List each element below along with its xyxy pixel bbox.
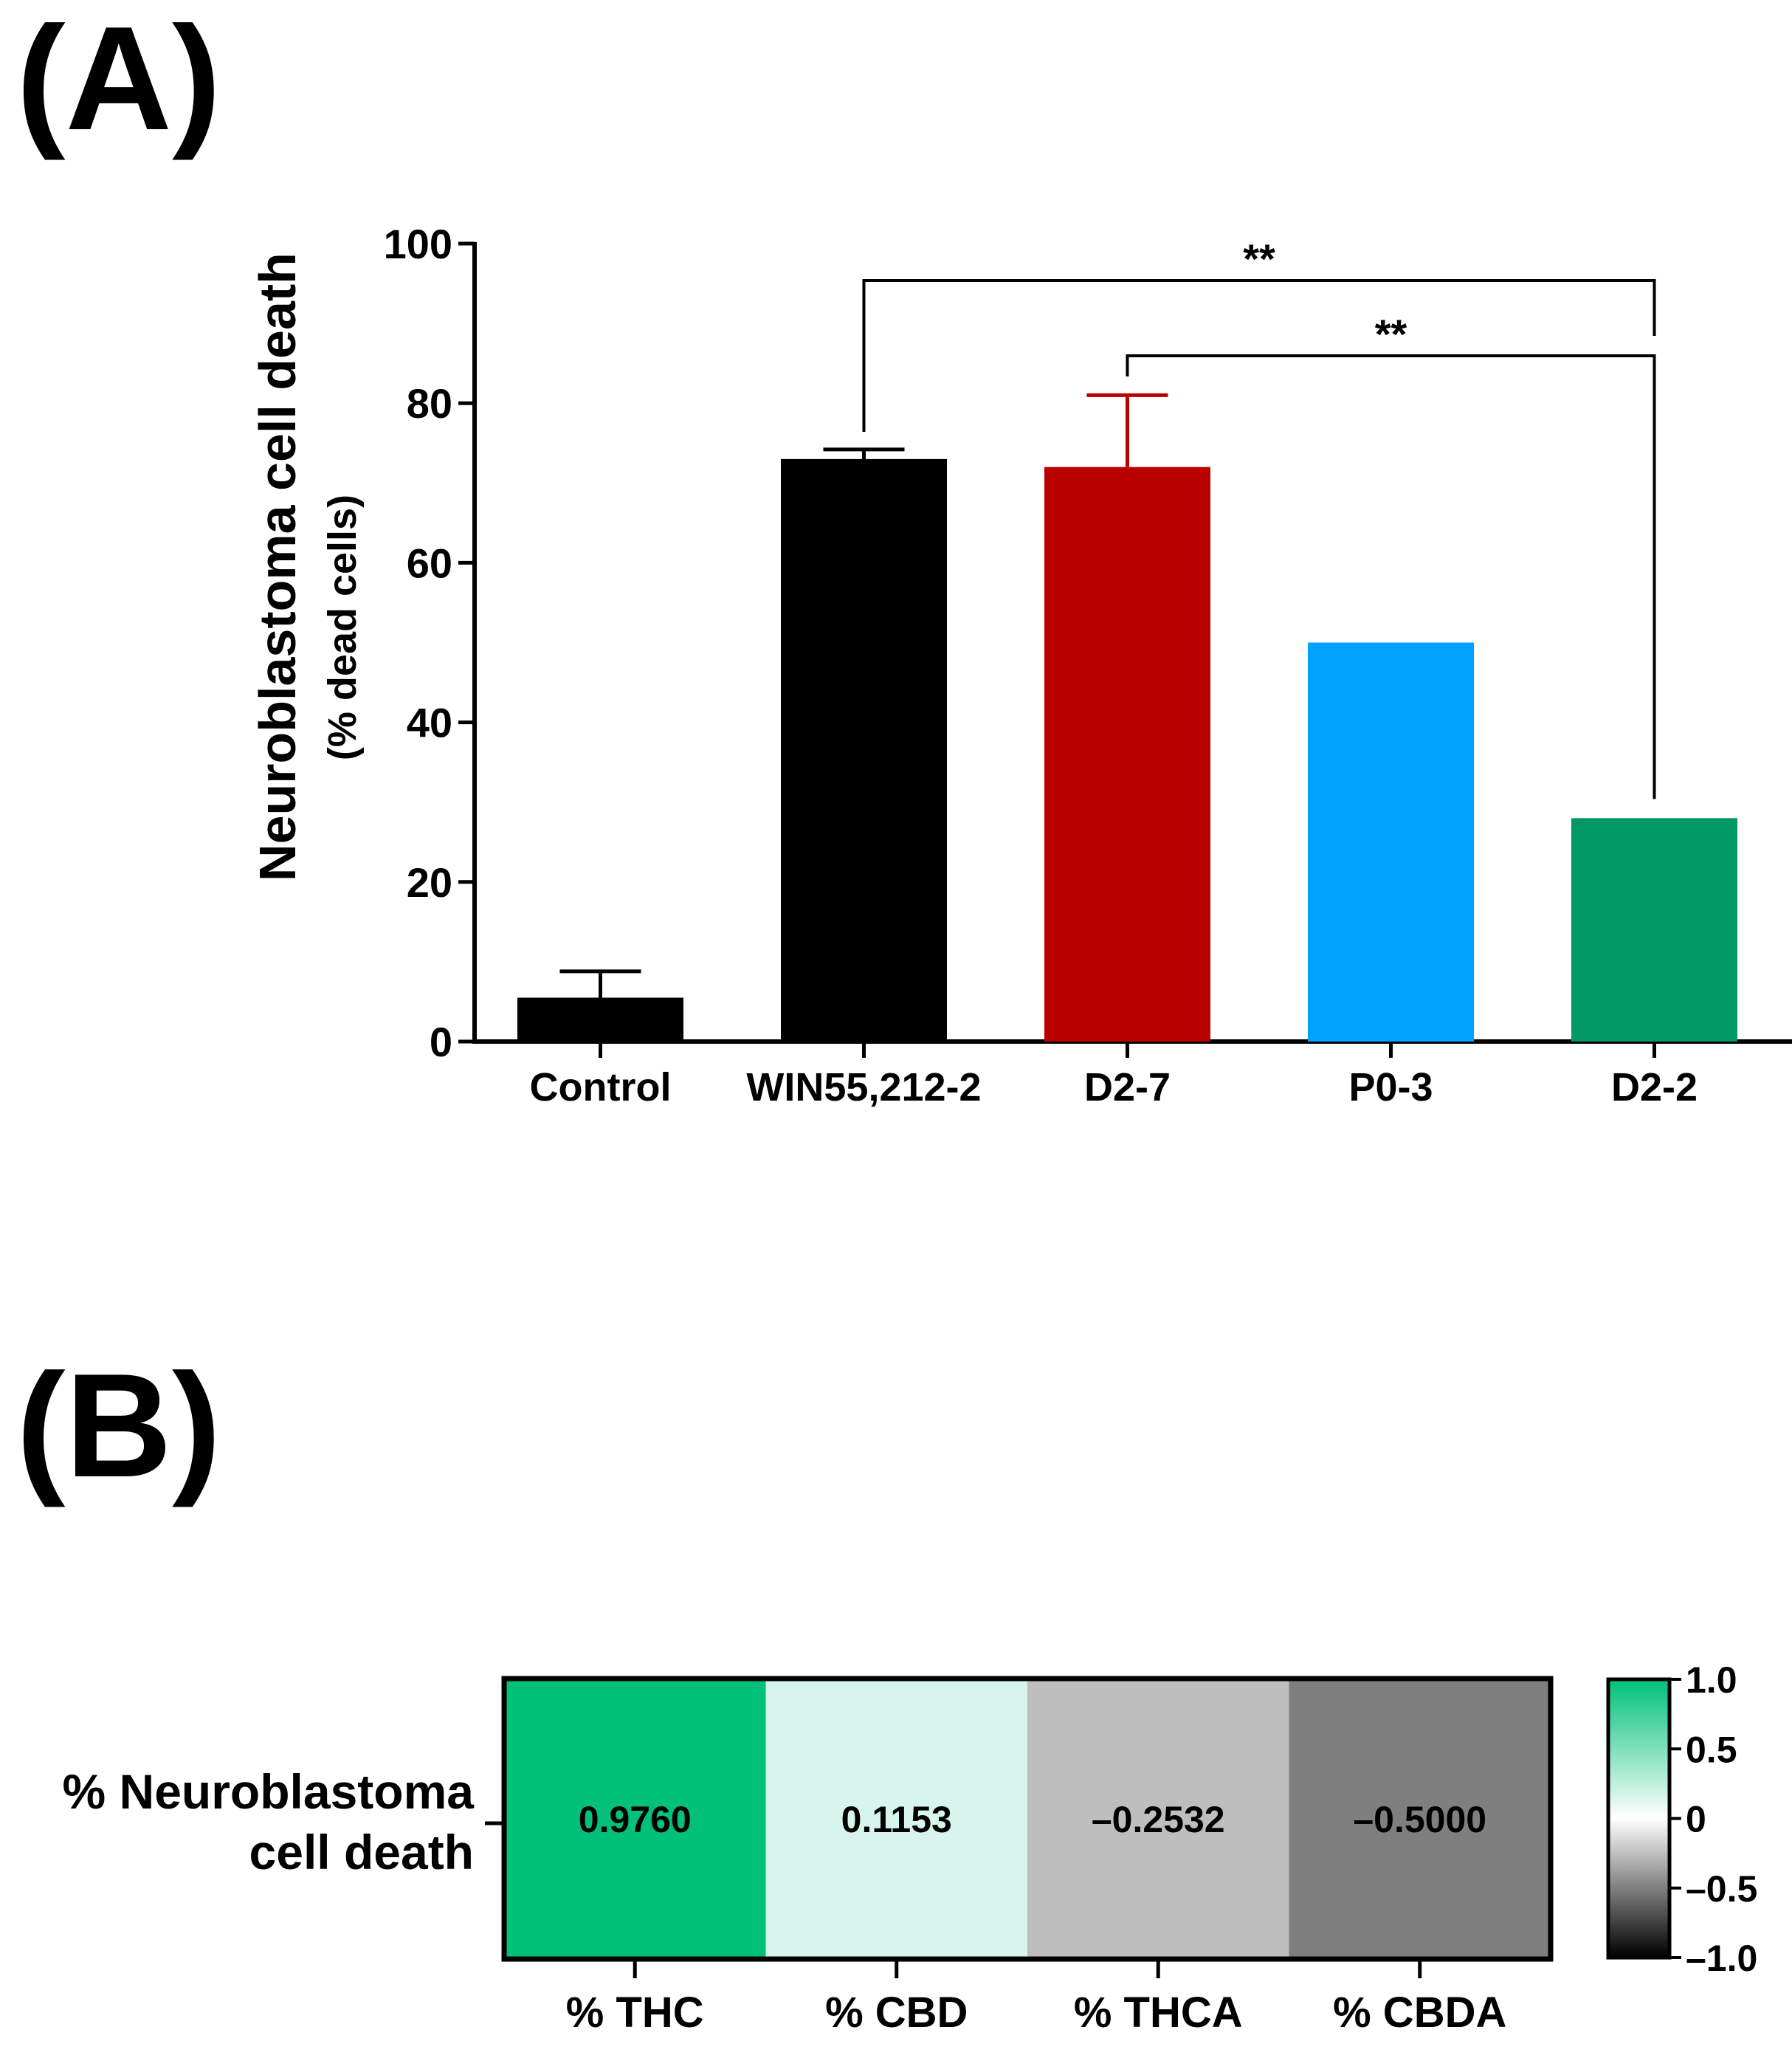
significance-bracket — [1126, 354, 1656, 799]
heatmap-cell — [504, 1679, 766, 1959]
y-tick-label: 80 — [407, 380, 452, 427]
heatmap-column-label: % THCA — [1074, 1989, 1243, 2037]
colorbar: 1.0 0.5 0 –0.5 –1.0 — [1606, 1659, 1757, 1979]
heatmap: % Neuroblastoma cell death 0.9760 % THC 0.… — [63, 1676, 1554, 2037]
heatmap-column-label: % CBD — [825, 1989, 968, 2037]
y-tick-label: 40 — [407, 700, 452, 746]
heatmap-cell-value: 0.9760 — [579, 1799, 692, 1840]
heatmap-cell — [765, 1679, 1027, 1959]
bar-p0-3 — [1308, 642, 1474, 1042]
bar-control — [517, 997, 683, 1042]
bar-d2-2 — [1571, 818, 1737, 1042]
y-axis-sublabel: (% dead cells) — [320, 495, 365, 760]
heatmap-cell-value: 0.1153 — [841, 1799, 952, 1840]
bar-chart: Neuroblastoma cell death (% dead cells) … — [249, 221, 1792, 1109]
colorbar-tick-label: –0.5 — [1686, 1868, 1757, 1910]
colorbar-tick-label: 1.0 — [1686, 1659, 1737, 1701]
x-tick-label: WIN55,212-2 — [746, 1065, 981, 1109]
colorbar-tick-label: 0 — [1686, 1799, 1706, 1840]
x-tick-label: D2-2 — [1611, 1065, 1698, 1109]
y-tick-label: 0 — [430, 1019, 452, 1065]
y-tick-label: 60 — [407, 540, 452, 586]
colorbar-tick-label: 0.5 — [1686, 1729, 1737, 1770]
bar-d2-7 — [1044, 467, 1210, 1042]
heatmap-row-label-line1: % Neuroblastoma — [63, 1764, 475, 1819]
y-tick-label: 100 — [384, 221, 452, 267]
colorbar-gradient — [1606, 1677, 1672, 1960]
y-tick-label: 20 — [407, 859, 452, 906]
heatmap-cell-value: –0.2532 — [1092, 1799, 1225, 1840]
heatmap-border — [501, 1676, 1554, 1962]
heatmap-column-label: % THC — [566, 1989, 704, 2037]
heatmap-row-label-line2: cell death — [249, 1825, 474, 1879]
x-tick-label: Control — [530, 1065, 672, 1109]
significance-label: ** — [1375, 311, 1407, 357]
heatmap-column-label: % CBDA — [1333, 1989, 1506, 2037]
x-tick-label: D2-7 — [1084, 1065, 1171, 1109]
colorbar-tick-label: –1.0 — [1686, 1938, 1757, 1979]
heatmap-cell — [1289, 1679, 1551, 1959]
bar-win55-212-2 — [781, 458, 947, 1042]
panel-label-a: (A) — [16, 0, 221, 161]
significance-bracket — [862, 279, 1656, 432]
heatmap-cell — [1027, 1679, 1289, 1959]
panel-label-b: (B) — [16, 1343, 221, 1508]
y-axis-label: Neuroblastoma cell death — [249, 252, 306, 881]
significance-label: ** — [1243, 235, 1275, 282]
heatmap-cell-value: –0.5000 — [1353, 1799, 1486, 1840]
x-tick-label: P0-3 — [1348, 1065, 1433, 1109]
